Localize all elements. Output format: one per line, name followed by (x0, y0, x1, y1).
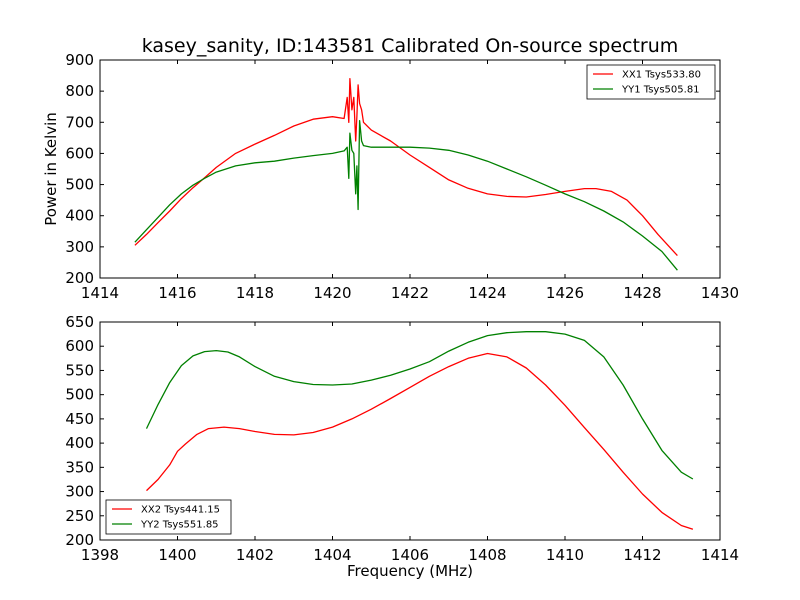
chart-title: kasey_sanity, ID:143581 Calibrated On-so… (142, 35, 679, 57)
bottom-plot-ticks: 1398 1400 1402 1404 1406 1408 1410 1412 1414 200 2… (65, 313, 739, 564)
top-plot-ticks: 1414 1416 1418 1420 1422 1424 1426 1428 1430 200 3… (65, 51, 739, 302)
series-line-xx2 (146, 352, 694, 530)
top-legend-box (586, 64, 716, 100)
bottom-legend: XX2 Tsys441.15 YY2 Tsys551.85 (105, 499, 232, 535)
top-ylabel: Power in Kelvin (42, 112, 60, 226)
y-tick-label: 350 (65, 458, 94, 476)
y-tick-label: 550 (65, 361, 94, 379)
x-tick-label: 1428 (623, 284, 661, 302)
legend-label-xx2: XX2 Tsys441.15 (141, 505, 220, 516)
x-tick-label: 1422 (391, 284, 429, 302)
y-tick-label: 200 (65, 531, 94, 549)
x-tick-label: 1398 (81, 546, 119, 564)
x-tick-label: 1414 (81, 284, 119, 302)
y-tick-label: 800 (65, 82, 94, 100)
series-line-xx1 (134, 78, 678, 257)
x-tick-label: 1408 (468, 546, 506, 564)
y-tick-label: 400 (65, 434, 94, 452)
bottom-xlabel: Frequency (MHz) (347, 562, 473, 580)
x-tick-label: 1426 (546, 284, 584, 302)
y-tick-label: 250 (65, 507, 94, 525)
y-tick-label: 200 (65, 269, 94, 287)
y-tick-label: 650 (65, 313, 94, 331)
legend-label-yy2: YY2 Tsys551.85 (140, 520, 219, 531)
x-tick-label: 1410 (546, 546, 584, 564)
top-legend: XX1 Tsys533.80 YY1 Tsys505.81 (586, 64, 716, 100)
y-tick-label: 900 (65, 51, 94, 69)
x-tick-label: 1430 (701, 284, 739, 302)
bottom-plot: 1398 1400 1402 1404 1406 1408 1410 1412 1414 200 2… (65, 313, 739, 580)
y-tick-label: 500 (65, 386, 94, 404)
y-tick-label: 300 (65, 238, 94, 256)
y-tick-label: 600 (65, 144, 94, 162)
y-tick-label: 600 (65, 337, 94, 355)
bottom-plot-series (145, 331, 694, 530)
series-line-yy2 (145, 331, 694, 480)
legend-label-yy1: YY1 Tsys505.81 (621, 85, 700, 96)
y-tick-label: 450 (65, 410, 94, 428)
x-tick-label: 1416 (158, 284, 196, 302)
top-plot: 1414 1416 1418 1420 1422 1424 1426 1428 1430 200 3… (42, 51, 739, 302)
x-tick-label: 1406 (391, 546, 429, 564)
x-tick-label: 1418 (236, 284, 274, 302)
x-tick-label: 1424 (468, 284, 506, 302)
x-tick-label: 1402 (236, 546, 274, 564)
x-tick-label: 1400 (158, 546, 196, 564)
legend-label-xx1: XX1 Tsys533.80 (622, 70, 701, 81)
bottom-legend-box (105, 499, 232, 535)
y-tick-label: 400 (65, 207, 94, 225)
top-plot-series (134, 78, 678, 271)
x-tick-label: 1404 (313, 546, 351, 564)
series-line-yy1 (134, 120, 678, 271)
y-tick-label: 300 (65, 483, 94, 501)
y-tick-label: 500 (65, 176, 94, 194)
x-tick-label: 1412 (623, 546, 661, 564)
x-tick-label: 1420 (313, 284, 351, 302)
y-tick-label: 700 (65, 113, 94, 131)
x-tick-label: 1414 (701, 546, 739, 564)
